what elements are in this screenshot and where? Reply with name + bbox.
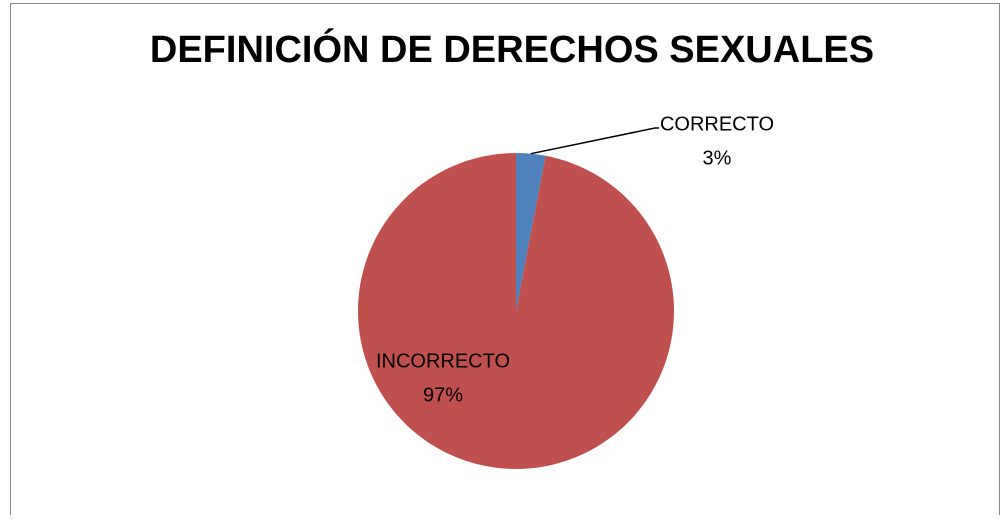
data-label: 3%	[703, 147, 732, 169]
pie-slice	[358, 153, 675, 469]
category-label: INCORRECTO	[376, 350, 510, 372]
category-label: CORRECTO	[660, 113, 774, 135]
pie-slice	[516, 153, 546, 311]
leader-line	[530, 127, 659, 155]
chart-title: DEFINICIÓN DE DERECHOS SEXUALES	[150, 27, 874, 71]
data-label: 97%	[423, 384, 463, 406]
